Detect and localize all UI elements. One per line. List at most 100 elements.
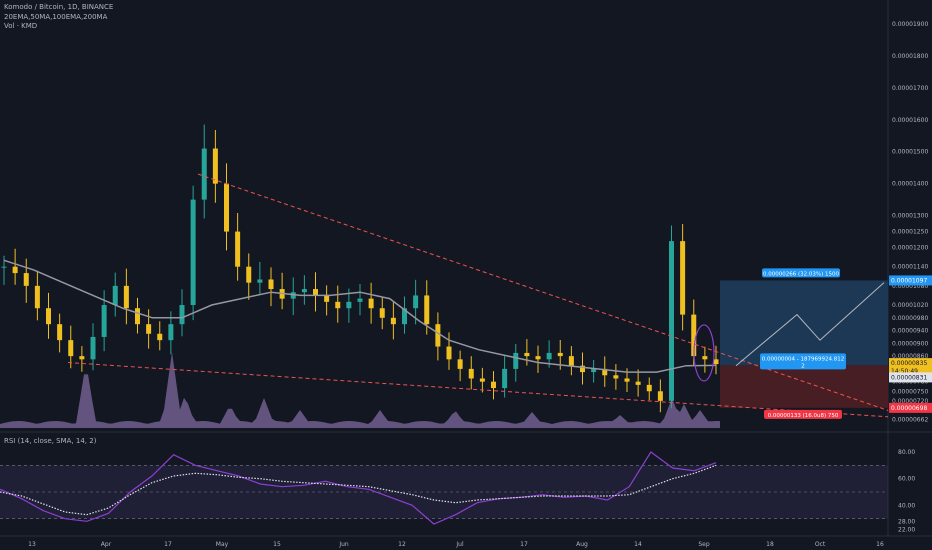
entry-label: 0.00000004 - 187969924.812 bbox=[762, 356, 844, 362]
candle-body bbox=[346, 301, 352, 309]
candle-body bbox=[413, 295, 419, 309]
price-tick-label: 0.00000940 bbox=[892, 328, 928, 335]
price-tick-label: 0.00001500 bbox=[892, 149, 928, 156]
rsi-tick-label: 60.00 bbox=[898, 476, 915, 483]
current-price-badge-text: 14:50:49 bbox=[891, 368, 918, 375]
candle-body bbox=[335, 301, 341, 309]
stop-price-badge-text: 0.00000698 bbox=[891, 405, 927, 412]
time-tick-label: 15 bbox=[273, 541, 281, 548]
candle-body bbox=[34, 285, 40, 309]
candle-body bbox=[546, 352, 552, 360]
chart-legend-indicators: 20EMA,50MA,100EMA,200MA bbox=[4, 13, 108, 21]
rsi-tick-label: 80.00 bbox=[898, 449, 915, 456]
candle-body bbox=[68, 340, 74, 357]
price-tick-label: 0.00001300 bbox=[892, 213, 928, 220]
rsi-line bbox=[0, 451, 717, 525]
price-tick-label: 0.00001140 bbox=[892, 264, 928, 271]
price-tick-label: 0.00000860 bbox=[892, 353, 928, 360]
candle-body bbox=[112, 285, 118, 306]
candle-body bbox=[713, 359, 719, 365]
time-tick-label: 18 bbox=[766, 541, 774, 548]
price-tick-label: 0.00000900 bbox=[892, 340, 928, 347]
lower-trendline bbox=[67, 362, 889, 418]
stop-price-badge bbox=[889, 402, 932, 413]
candle-body bbox=[57, 324, 63, 341]
candle-body bbox=[524, 352, 530, 357]
price-tick-label: 0.00001600 bbox=[892, 117, 928, 124]
price-tick-label: 0.00001900 bbox=[892, 21, 928, 28]
time-tick-label: 14 bbox=[634, 541, 642, 548]
candle-body bbox=[301, 289, 307, 293]
candle-body bbox=[602, 368, 608, 376]
price-tick-label: 0.00001700 bbox=[892, 85, 928, 92]
candle-body bbox=[23, 273, 29, 286]
candle-body bbox=[324, 295, 330, 302]
projection-path bbox=[735, 282, 885, 367]
candle-body bbox=[290, 292, 296, 299]
ma-price-badge bbox=[889, 372, 932, 383]
candle-body bbox=[390, 317, 396, 325]
candle-body bbox=[135, 308, 140, 325]
time-tick-label: 13 bbox=[28, 541, 36, 548]
candle-body bbox=[468, 368, 474, 379]
candle-body bbox=[268, 279, 274, 290]
time-tick-label: 17 bbox=[520, 541, 528, 548]
time-tick-label: 12 bbox=[398, 541, 406, 548]
time-tick-label: May bbox=[216, 541, 229, 548]
ma-price-badge-text: 0.00000831 bbox=[891, 374, 927, 381]
candle-body bbox=[402, 308, 407, 325]
price-tick-label: 0.00000750 bbox=[892, 388, 928, 395]
candle-body bbox=[657, 391, 663, 401]
time-tick-label: Oct bbox=[815, 541, 826, 548]
candle-body bbox=[446, 346, 452, 360]
time-tick-label: Sep bbox=[698, 541, 710, 548]
candle-body bbox=[101, 305, 107, 337]
candle-body bbox=[123, 285, 129, 309]
candle-body bbox=[435, 324, 441, 347]
candle-body bbox=[168, 324, 174, 341]
candle-body bbox=[702, 356, 708, 360]
target-price-badge bbox=[889, 275, 932, 286]
candle-body bbox=[313, 289, 318, 296]
candle-body bbox=[157, 333, 163, 341]
entry-badge bbox=[760, 353, 846, 370]
volume-area bbox=[0, 352, 720, 428]
candle-body bbox=[368, 298, 374, 309]
candle-body bbox=[90, 336, 96, 360]
candle-body bbox=[513, 352, 519, 369]
candle-body bbox=[635, 381, 641, 385]
loss-label: 0.00000133 (16.0u8) 750 bbox=[768, 413, 839, 419]
candle-body bbox=[491, 381, 496, 389]
price-tick-label: 0.00000980 bbox=[892, 315, 928, 322]
candle-body bbox=[557, 352, 563, 357]
candle-body bbox=[535, 356, 541, 360]
candle-body bbox=[1, 266, 7, 268]
price-tick-label: 0.00001020 bbox=[892, 302, 928, 309]
entry-label: 2 bbox=[801, 363, 805, 369]
chart-legend-symbol: Komodo / Bitcoin, 1D, BINANCE bbox=[4, 3, 114, 11]
candle-body bbox=[646, 384, 652, 392]
price-tick-label: 0.00001200 bbox=[892, 245, 928, 252]
profit-label: 0.00000266 (32.03%) 1500 bbox=[763, 271, 839, 277]
rsi-tick-label: 40.00 bbox=[898, 502, 915, 509]
candle-body bbox=[257, 279, 263, 283]
chart-legend-volume: Vol · KMD bbox=[4, 22, 38, 30]
price-tick-label: 0.00000662 bbox=[892, 416, 928, 423]
rsi-legend: RSI (14, close, SMA, 14, 2) bbox=[4, 437, 97, 445]
candle-body bbox=[190, 199, 196, 306]
candle-body bbox=[669, 241, 674, 401]
candles-group bbox=[1, 124, 719, 413]
price-tick-label: 0.00001800 bbox=[892, 53, 928, 60]
time-tick-label: Jul bbox=[455, 541, 464, 548]
rsi-tick-label: 22.00 bbox=[898, 526, 915, 533]
candle-body bbox=[424, 295, 430, 325]
loss-zone bbox=[720, 365, 888, 408]
time-tick-label: Aug bbox=[576, 541, 588, 548]
candle-body bbox=[235, 231, 241, 267]
candle-body bbox=[624, 378, 630, 382]
time-tick-label: Apr bbox=[101, 541, 112, 548]
candle-body bbox=[479, 378, 485, 382]
price-tick-label: 0.00001400 bbox=[892, 181, 928, 188]
price-tick-label: 0.00001250 bbox=[892, 229, 928, 236]
